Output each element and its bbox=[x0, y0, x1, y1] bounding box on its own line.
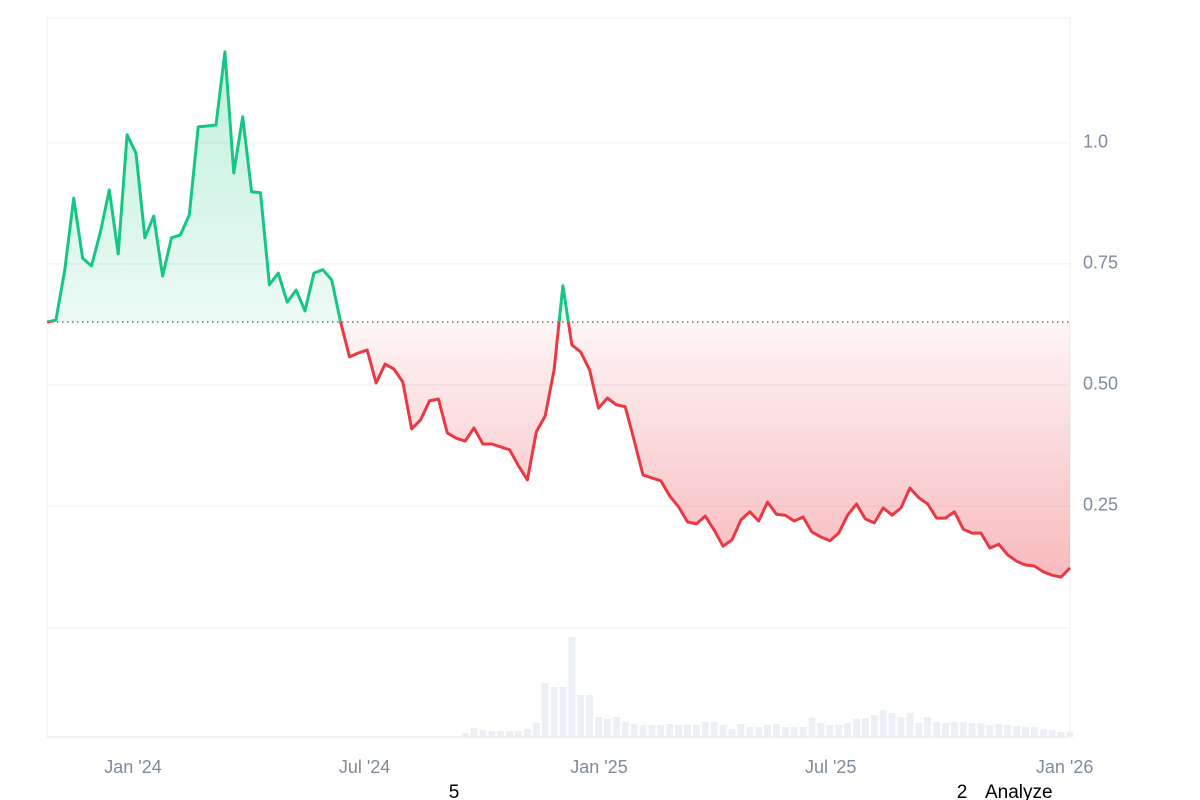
volume-bar bbox=[621, 722, 629, 737]
x-tick-label: Jan '25 bbox=[570, 757, 627, 777]
volume-bar bbox=[897, 717, 905, 737]
volume-bar bbox=[799, 727, 807, 737]
y-tick-label: 0.50 bbox=[1083, 374, 1118, 394]
volume-bar bbox=[523, 729, 531, 737]
volume-bar bbox=[826, 725, 834, 737]
volume-bar bbox=[479, 730, 487, 737]
volume-bar bbox=[532, 723, 540, 737]
x-tick-label: Jan '26 bbox=[1036, 757, 1093, 777]
volume-bar bbox=[853, 719, 861, 737]
volume-bar bbox=[710, 722, 718, 737]
volume-bar bbox=[603, 719, 611, 737]
volume-bar bbox=[630, 724, 638, 737]
volume-bar bbox=[514, 731, 522, 737]
y-tick-label: 0.25 bbox=[1083, 495, 1118, 515]
volume-bar bbox=[1030, 727, 1038, 737]
volume-bar bbox=[950, 722, 958, 737]
volume-bar bbox=[595, 717, 603, 737]
volume-bar bbox=[844, 723, 852, 737]
volume-bar bbox=[657, 725, 665, 737]
volume-bar bbox=[666, 724, 674, 737]
volume-bar bbox=[888, 713, 896, 737]
y-tick-label: 0.75 bbox=[1083, 253, 1118, 273]
volume-bar bbox=[835, 725, 843, 737]
volume-bar bbox=[559, 687, 567, 737]
volume-bar bbox=[746, 727, 754, 737]
volume-bar bbox=[719, 725, 727, 737]
volume-bar bbox=[675, 725, 683, 737]
volume-bar bbox=[541, 683, 549, 737]
x-tick-label: Jul '24 bbox=[339, 757, 390, 777]
price-line bbox=[46, 50, 1072, 579]
overlay-text: 2 bbox=[957, 782, 968, 800]
price-area bbox=[47, 51, 1070, 578]
volume-bar bbox=[968, 723, 976, 737]
volume-bar bbox=[612, 717, 620, 737]
volume-bar bbox=[906, 713, 914, 737]
volume-bar bbox=[772, 724, 780, 737]
volume-bar bbox=[470, 728, 478, 737]
volume-bar bbox=[1013, 726, 1021, 737]
x-tick-label: Jan '24 bbox=[104, 757, 161, 777]
volume-bar bbox=[568, 637, 576, 737]
volume-bar bbox=[550, 687, 558, 737]
volume-bar bbox=[639, 725, 647, 737]
volume-bar bbox=[1004, 725, 1012, 737]
volume-bar bbox=[683, 725, 691, 737]
volume-bar bbox=[790, 727, 798, 737]
volume-bar bbox=[861, 718, 869, 737]
x-tick-label: Jul '25 bbox=[805, 757, 856, 777]
volume-bar bbox=[1048, 730, 1056, 737]
volume-bar bbox=[933, 722, 941, 737]
volume-bar bbox=[701, 722, 709, 737]
volume-bar bbox=[915, 723, 923, 737]
volume-bar bbox=[959, 722, 967, 737]
volume-bar bbox=[764, 725, 772, 737]
volume-bar bbox=[986, 725, 994, 737]
volume-bar bbox=[781, 727, 789, 737]
volume-bar bbox=[497, 731, 505, 737]
volume-bar bbox=[879, 710, 887, 737]
volume-bar bbox=[995, 724, 1003, 737]
volume-bar bbox=[870, 715, 878, 737]
volume-bar bbox=[506, 731, 514, 737]
volume-bar bbox=[692, 725, 700, 737]
volume-bar bbox=[755, 727, 763, 737]
volume-bar bbox=[648, 725, 656, 737]
volume-bar bbox=[461, 733, 469, 737]
volume-bar bbox=[488, 731, 496, 737]
volume-bar bbox=[941, 723, 949, 737]
volume-bar bbox=[1057, 732, 1065, 737]
volume-bar bbox=[1066, 732, 1074, 737]
volume-bar bbox=[1022, 727, 1030, 737]
volume-bar bbox=[924, 717, 932, 737]
y-tick-label: 1.0 bbox=[1083, 132, 1108, 152]
volume-bar bbox=[1039, 729, 1047, 737]
volume-bar bbox=[977, 723, 985, 737]
volume-bar bbox=[577, 695, 585, 737]
volume-bar bbox=[737, 724, 745, 737]
volume-bar bbox=[586, 695, 594, 737]
overlay-text[interactable]: Analyze bbox=[985, 782, 1053, 800]
overlay-text: 5 bbox=[449, 782, 460, 800]
volume-bar bbox=[817, 723, 825, 737]
volume-bar bbox=[808, 718, 816, 737]
volume-bar bbox=[728, 729, 736, 737]
